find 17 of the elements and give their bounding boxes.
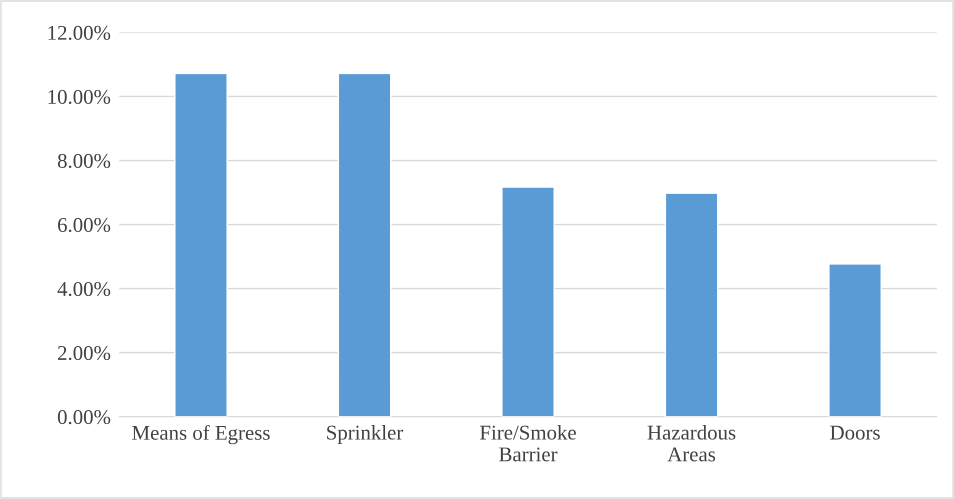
y-tick-label: 0.00% — [58, 410, 110, 424]
x-tick-label: Sprinkler — [327, 425, 404, 444]
x-tick-label: Means of Egress — [132, 425, 270, 444]
y-tick-label: 10.00% — [48, 90, 110, 104]
x-tick-label: Hazardous Areas — [648, 425, 736, 462]
y-tick-label: 8.00% — [58, 154, 110, 168]
x-tick-label: Doors — [830, 426, 880, 440]
bar — [338, 72, 392, 417]
bar — [664, 192, 718, 417]
bar — [501, 186, 555, 417]
x-tick-label: Fire/Smoke Barrier — [480, 425, 576, 462]
y-tick-label: 2.00% — [58, 346, 110, 360]
y-tick-label: 12.00% — [48, 26, 110, 40]
y-tick-label: 4.00% — [58, 282, 110, 296]
y-tick-label: 6.00% — [58, 218, 110, 232]
bar — [174, 72, 228, 417]
bar — [828, 263, 882, 417]
